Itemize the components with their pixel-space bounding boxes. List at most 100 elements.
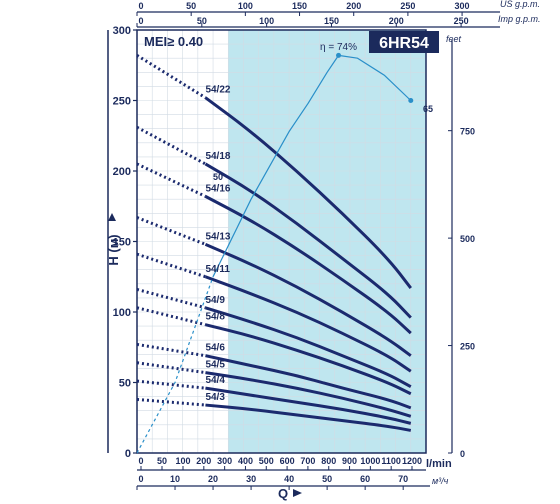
feet-tick-label: 250 <box>460 342 475 352</box>
lmin-tick-label: 200 <box>196 456 211 466</box>
m3h-tick-label: 40 <box>284 474 294 484</box>
m3h-tick-label: 0 <box>138 474 143 484</box>
efficiency-curve <box>212 54 412 278</box>
feet-tick-label: 0 <box>460 449 465 459</box>
lmin-tick-label: 600 <box>280 456 295 466</box>
x-axis-arrow <box>293 489 302 497</box>
curve-dotted-54-16 <box>136 162 207 198</box>
curve-54-22 <box>204 96 413 289</box>
curve-54-11 <box>204 275 412 373</box>
us-gpm-tick-label: 250 <box>400 1 415 11</box>
feet-unit: feet <box>446 34 462 44</box>
curve-dotted-54-6 <box>136 342 206 358</box>
m3h-tick-label: 10 <box>170 474 180 484</box>
curve-label-54-4: 54/4 <box>205 375 225 386</box>
us-gpm-tick-label: 100 <box>238 1 253 11</box>
imp-gpm-unit: Imp g.p.m. <box>498 14 541 24</box>
lmin-tick-label: 300 <box>217 456 232 466</box>
lmin-tick-label: 1000 <box>360 456 380 466</box>
curve-label-54-9: 54/9 <box>205 295 225 306</box>
y-tick-label: 0 <box>125 448 131 460</box>
efficiency-curve-dashed <box>136 276 214 454</box>
model-title: 6HR54 <box>379 35 429 52</box>
lmin-tick-label: 800 <box>321 456 336 466</box>
curve-dotted-54-4 <box>136 379 206 390</box>
m3h-tick-label: 70 <box>398 474 408 484</box>
efficiency-label-50: 50 <box>213 172 223 182</box>
curve-label-54-13: 54/13 <box>205 231 230 242</box>
y-tick-label: 100 <box>113 307 131 319</box>
lmin-tick-label: 400 <box>238 456 253 466</box>
curve-label-54-5: 54/5 <box>205 360 225 371</box>
curve-54-4 <box>205 386 412 425</box>
feet-tick-label: 750 <box>460 127 475 137</box>
lmin-tick-label: 50 <box>157 456 167 466</box>
curve-dotted-54-9 <box>136 287 206 310</box>
lmin-tick-label: 100 <box>175 456 190 466</box>
y-tick-label: 200 <box>113 166 131 178</box>
curve-54-6 <box>205 354 412 410</box>
efficiency-end-point <box>408 98 414 103</box>
curve-dotted-54-8 <box>136 306 206 327</box>
curve-54-3 <box>205 403 412 432</box>
grid <box>137 30 426 453</box>
curve-dotted-54-11 <box>136 252 206 279</box>
curve-label-54-16: 54/16 <box>205 183 230 194</box>
curve-54-13 <box>204 242 412 357</box>
m3h-tick-label: 20 <box>208 474 218 484</box>
y-tick-label: 300 <box>113 25 131 37</box>
us-gpm-tick-label: 0 <box>138 1 143 11</box>
curve-label-54-6: 54/6 <box>205 343 225 354</box>
y-tick-label: 50 <box>119 378 131 390</box>
mei-label: MEI≥ 0.40 <box>144 34 203 49</box>
us-gpm-tick-label: 150 <box>292 1 307 11</box>
pump-curves <box>136 54 413 432</box>
us-gpm-tick-label: 300 <box>455 1 470 11</box>
m3h-tick-label: 30 <box>246 474 256 484</box>
y-axis-arrow <box>108 213 116 221</box>
us-gpm-unit: US g.p.m. <box>500 0 540 9</box>
m3h-tick-label: 50 <box>322 474 332 484</box>
lmin-tick-label: 700 <box>300 456 315 466</box>
imp-gpm-tick-label: 50 <box>197 16 207 26</box>
curve-label-54-11: 54/11 <box>205 264 230 275</box>
efficiency-label-65: 65 <box>423 104 433 114</box>
efficiency-peak-point <box>336 52 342 58</box>
imp-gpm-tick-label: 0 <box>138 16 143 26</box>
curve-label-54-3: 54/3 <box>205 392 225 403</box>
curve-54-8 <box>205 323 412 396</box>
imp-gpm-tick-label: 150 <box>324 16 339 26</box>
curve-labels: 54/22 54/18 54/16 54/13 54/11 54/9 54/8 54/6 54/… <box>205 85 230 403</box>
curve-dotted-54-13 <box>136 216 206 246</box>
lmin-tick-label: 0 <box>138 456 143 466</box>
curve-54-5 <box>205 371 412 418</box>
us-gpm-tick-label: 50 <box>186 1 196 11</box>
lmin-unit: l/min <box>426 458 452 470</box>
curve-dotted-54-5 <box>136 361 206 375</box>
imp-gpm-tick-label: 250 <box>454 16 469 26</box>
curve-dotted-54-18 <box>136 125 207 166</box>
us-gpm-tick-label: 200 <box>346 1 361 11</box>
efficiency-curve-group <box>136 52 414 454</box>
curve-label-54-18: 54/18 <box>205 151 230 162</box>
lmin-tick-label: 1200 <box>402 456 422 466</box>
curve-54-9 <box>205 306 412 389</box>
plot-frame <box>107 11 500 487</box>
feet-tick-label: 500 <box>460 234 475 244</box>
curve-dotted-54-3 <box>136 397 206 407</box>
curve-54-18 <box>204 162 412 319</box>
x-axis-title: Q <box>278 486 288 501</box>
y-tick-label: 250 <box>113 96 131 108</box>
curve-dotted-54-22 <box>136 54 207 99</box>
m3h-unit: м³/ч <box>432 476 449 486</box>
imp-gpm-tick-label: 200 <box>389 16 404 26</box>
y-axis-title: H (м) <box>106 234 121 265</box>
imp-gpm-tick-label: 100 <box>259 16 274 26</box>
lmin-tick-label: 1100 <box>381 456 401 466</box>
m3h-tick-label: 60 <box>360 474 370 484</box>
curve-label-54-22: 54/22 <box>205 85 230 96</box>
y-tick-label: 150 <box>113 237 131 249</box>
curve-label-54-8: 54/8 <box>205 312 225 323</box>
